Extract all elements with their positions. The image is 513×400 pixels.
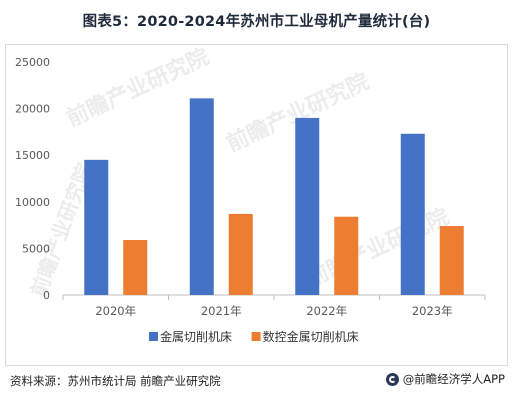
y-tick-label: 0	[43, 289, 50, 302]
bar-chart: 0 5000 10000 15000 20000 25000 2020年 2021年 2022年…	[15, 56, 486, 344]
brand-credit: @前瞻经济学人APP	[385, 371, 505, 387]
bar-metal-cutting	[189, 98, 214, 296]
brand-label: @前瞻经济学人APP	[402, 372, 505, 386]
y-tick-label: 5000	[22, 242, 50, 255]
y-tick-label: 25000	[15, 56, 50, 69]
chart-title: 图表5：2020-2024年苏州市工业母机产量统计(台)	[82, 14, 431, 30]
y-tick-label: 15000	[15, 149, 50, 162]
x-tick-label: 2020年	[95, 304, 136, 318]
x-tick-label: 2022年	[306, 304, 347, 318]
chart-frame	[5, 44, 508, 366]
bar-cnc-metal-cutting	[123, 240, 148, 295]
bar-metal-cutting	[84, 159, 109, 295]
y-tick-label: 10000	[15, 196, 50, 209]
brand-logo-icon	[385, 372, 399, 386]
legend-swatch	[149, 332, 158, 341]
x-tick-label: 2021年	[201, 304, 242, 318]
x-tick-label: 2023年	[412, 304, 453, 318]
legend-swatch	[251, 332, 261, 341]
bar-cnc-metal-cutting	[439, 226, 464, 295]
bar-metal-cutting	[400, 133, 425, 295]
legend-label: 数控金属切削机床	[263, 329, 359, 344]
bar-cnc-metal-cutting	[228, 213, 253, 295]
source-note: 资料来源：苏州市统计局 前瞻产业研究院	[10, 374, 221, 388]
bar-metal-cutting	[295, 117, 320, 295]
bar-cnc-metal-cutting	[334, 216, 359, 295]
legend-label: 金属切削机床	[160, 329, 232, 344]
y-tick-label: 20000	[15, 103, 50, 116]
